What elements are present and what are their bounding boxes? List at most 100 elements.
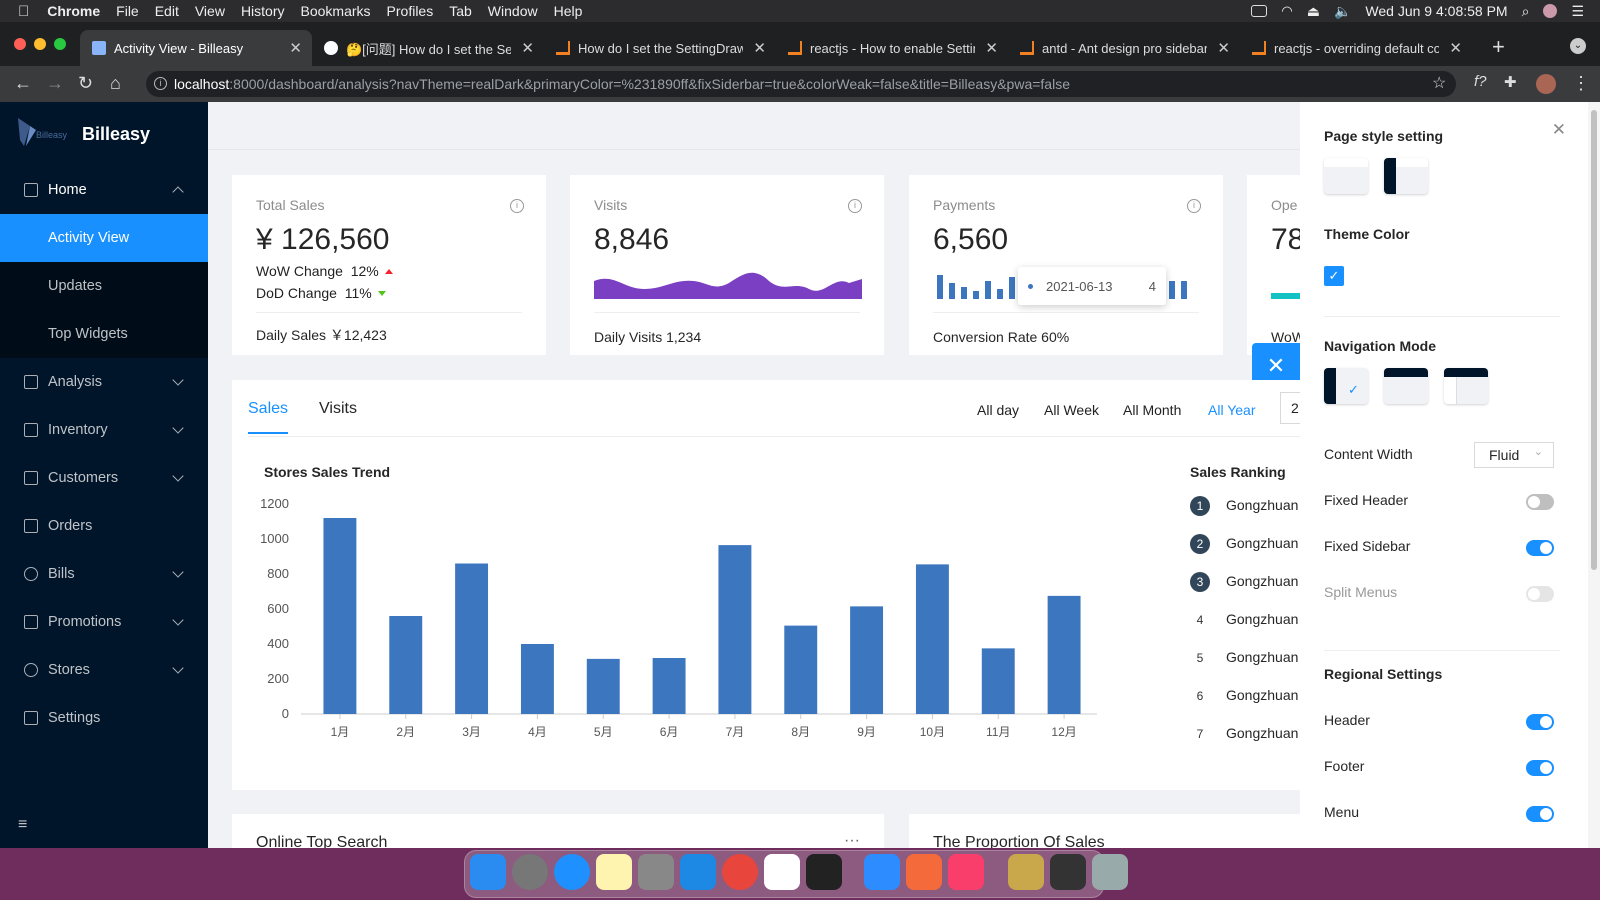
bar-12[interactable] xyxy=(1047,595,1081,714)
sidebar-item-stores[interactable]: Stores xyxy=(0,646,208,694)
new-tab-button[interactable]: + xyxy=(1492,34,1505,59)
profile-avatar[interactable] xyxy=(1536,74,1556,94)
back-icon[interactable]: ← xyxy=(14,73,32,93)
tab-visits[interactable]: Visits xyxy=(319,400,357,417)
close-icon[interactable]: ✕ xyxy=(1449,40,1462,57)
tab-search-icon[interactable]: ⌄ xyxy=(1570,38,1586,54)
eject-icon[interactable]: ⏏ xyxy=(1306,2,1320,19)
home-icon[interactable]: ⌂ xyxy=(110,73,121,93)
menu-view[interactable]: View xyxy=(183,3,225,19)
bar-11[interactable] xyxy=(981,648,1015,714)
drawer-close-icon[interactable]: ✕ xyxy=(1551,120,1566,139)
browser-tab-active[interactable]: Activity View - Billeasy ✕ xyxy=(80,30,312,66)
content-width-select[interactable]: Fluid ⌄ xyxy=(1474,442,1554,468)
window-close-button[interactable] xyxy=(14,38,26,50)
sidebar-subitem-updates[interactable]: Updates xyxy=(0,262,208,310)
browser-tab[interactable]: reactjs - How to enable Setting ✕ xyxy=(776,30,1008,66)
formula-extension-icon[interactable]: f? xyxy=(1474,73,1487,90)
menu-bookmarks[interactable]: Bookmarks xyxy=(289,3,371,19)
preview-document-icon[interactable] xyxy=(1008,854,1044,890)
info-icon[interactable]: i xyxy=(510,199,524,213)
launchpad-icon[interactable] xyxy=(512,854,548,890)
sidebar-item-promotions[interactable]: Promotions xyxy=(0,598,208,646)
trash-icon[interactable] xyxy=(1092,854,1128,890)
footer-toggle[interactable] xyxy=(1526,760,1554,776)
bar-3[interactable] xyxy=(455,563,489,715)
menu-help[interactable]: Help xyxy=(542,3,583,19)
user-avatar-icon[interactable] xyxy=(1543,4,1558,18)
chrome-icon[interactable] xyxy=(722,854,758,890)
range-all-year[interactable]: All Year xyxy=(1208,402,1256,418)
close-icon[interactable]: ✕ xyxy=(521,40,534,57)
nav-mode-mix[interactable] xyxy=(1444,368,1488,404)
sketchbook-icon[interactable] xyxy=(906,854,942,890)
bar-8[interactable] xyxy=(784,625,818,714)
browser-menu-icon[interactable]: ⋮ xyxy=(1572,73,1590,93)
figma-icon[interactable] xyxy=(806,854,842,890)
visits-area-chart[interactable] xyxy=(594,267,862,299)
bar-4[interactable] xyxy=(520,644,554,714)
range-all-month[interactable]: All Month xyxy=(1123,402,1182,418)
browser-tab[interactable]: antd - Ant design pro sidebar ✕ xyxy=(1008,30,1240,66)
browser-tab[interactable]: How do I set the SettingDrawer ✕ xyxy=(544,30,776,66)
browser-tab[interactable]: reactjs - overriding default co ✕ xyxy=(1240,30,1472,66)
menu-profiles[interactable]: Profiles xyxy=(375,3,434,19)
info-icon[interactable]: i xyxy=(848,199,862,213)
apple-icon[interactable]:  xyxy=(18,3,29,20)
tab-sales[interactable]: Sales xyxy=(248,400,289,417)
payments-mini-bar-chart[interactable] xyxy=(933,271,1201,299)
range-all-day[interactable]: All day xyxy=(977,402,1020,418)
split-menus-toggle[interactable] xyxy=(1526,586,1554,602)
menu-tab[interactable]: Tab xyxy=(437,3,472,19)
bar-1[interactable] xyxy=(323,518,357,714)
system-preferences-icon[interactable] xyxy=(638,854,674,890)
close-icon[interactable]: ✕ xyxy=(1217,40,1230,57)
menu-toggle[interactable] xyxy=(1526,806,1554,822)
fixed-sidebar-toggle[interactable] xyxy=(1526,540,1554,556)
screen-share-icon[interactable] xyxy=(1251,5,1268,17)
sidebar-item-settings[interactable]: Settings xyxy=(0,694,208,742)
bar-6[interactable] xyxy=(652,658,686,714)
nav-mode-side[interactable]: ✓ xyxy=(1324,368,1368,404)
menu-file[interactable]: File xyxy=(104,3,139,19)
menu-history[interactable]: History xyxy=(229,3,285,19)
nav-mode-top[interactable] xyxy=(1384,368,1428,404)
bar-5[interactable] xyxy=(586,658,620,714)
site-info-icon[interactable]: i xyxy=(154,77,167,90)
vscode-icon[interactable] xyxy=(680,854,716,890)
fixed-header-toggle[interactable] xyxy=(1526,494,1554,510)
bar-7[interactable] xyxy=(718,545,752,714)
bar-9[interactable] xyxy=(850,606,884,714)
sidebar-item-home[interactable]: Home xyxy=(0,166,208,214)
volume-icon[interactable]: 🔈 xyxy=(1333,2,1352,19)
menu-window[interactable]: Window xyxy=(476,3,538,19)
reload-icon[interactable]: ↻ xyxy=(78,73,94,93)
page-style-dark[interactable] xyxy=(1384,158,1428,194)
theme-color-swatch[interactable]: ✓ xyxy=(1324,266,1344,286)
bookmark-star-icon[interactable]: ☆ xyxy=(1432,75,1447,92)
zoom-icon[interactable] xyxy=(864,854,900,890)
menu-edit[interactable]: Edit xyxy=(143,3,179,19)
sidebar-subitem-activity-view[interactable]: Activity View xyxy=(0,214,208,262)
sidebar-subitem-top-widgets[interactable]: Top Widgets xyxy=(0,310,208,358)
more-icon[interactable]: ··· xyxy=(844,832,860,849)
notes-icon[interactable] xyxy=(596,854,632,890)
address-bar[interactable]: i localhost:8000/dashboard/analysis?navT… xyxy=(146,71,1456,97)
window-zoom-button[interactable] xyxy=(54,38,66,50)
menu-app-name[interactable]: Chrome xyxy=(36,3,100,19)
sidebar-item-orders[interactable]: Orders xyxy=(0,502,208,550)
music-icon[interactable] xyxy=(948,854,984,890)
sidebar-item-bills[interactable]: Bills xyxy=(0,550,208,598)
range-all-week[interactable]: All Week xyxy=(1044,402,1099,418)
browser-tab[interactable]: 🤔[问题] How do I set the Setting ✕ xyxy=(312,30,544,66)
sidebar-item-inventory[interactable]: Inventory xyxy=(0,406,208,454)
sidebar-item-analysis[interactable]: Analysis xyxy=(0,358,208,406)
header-toggle[interactable] xyxy=(1526,714,1554,730)
menubar-clock[interactable]: Wed Jun 9 4:08:58 PM xyxy=(1365,3,1508,19)
close-icon[interactable]: ✕ xyxy=(753,40,766,57)
page-style-light[interactable] xyxy=(1324,158,1368,194)
spotlight-search-icon[interactable]: ⌕ xyxy=(1521,2,1530,19)
info-icon[interactable]: i xyxy=(1187,199,1201,213)
forward-icon[interactable]: → xyxy=(46,73,64,93)
drawer-scrollbar-thumb[interactable] xyxy=(1591,110,1597,570)
